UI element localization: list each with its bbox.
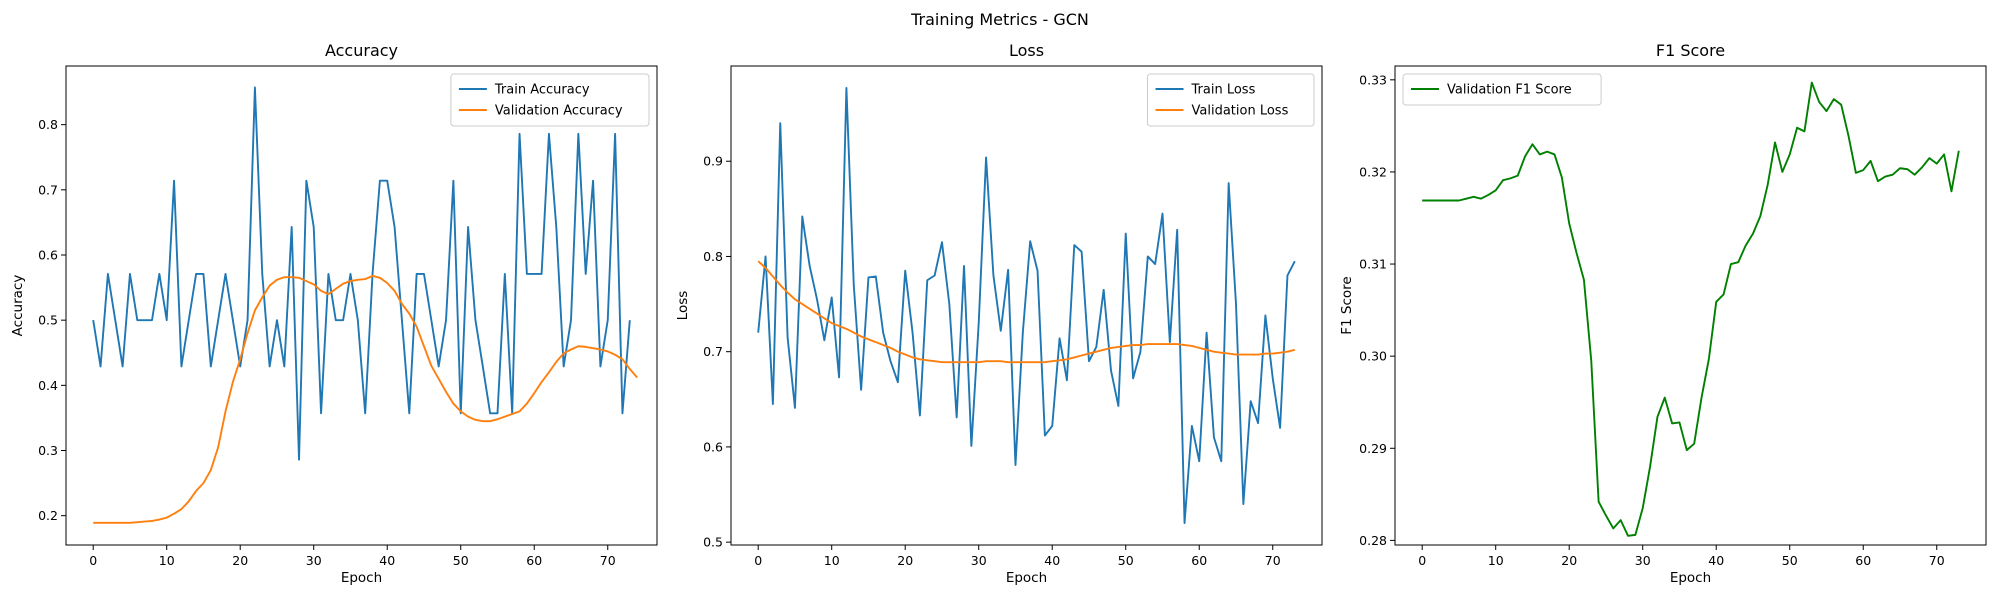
legend-entry: Validation Loss <box>1192 104 1289 119</box>
panel-title: Accuracy <box>325 41 398 60</box>
x-tick-label: 70 <box>600 553 616 568</box>
y-axis-label: Loss <box>675 291 691 321</box>
x-tick-label: 60 <box>526 553 542 568</box>
x-tick-label: 20 <box>897 553 913 568</box>
y-tick-label: 0.2 <box>38 508 58 523</box>
x-tick-label: 30 <box>971 553 987 568</box>
x-tick-label: 70 <box>1265 553 1281 568</box>
y-tick-label: 0.9 <box>703 154 723 169</box>
x-tick-label: 30 <box>306 553 322 568</box>
series-line-validation-loss <box>757 260 1296 364</box>
x-tick-label: 60 <box>1191 553 1207 568</box>
x-axis-label: Epoch <box>341 570 382 586</box>
legend-entry: Validation F1 Score <box>1447 83 1572 98</box>
y-tick-label: 0.7 <box>38 182 58 197</box>
y-tick-label: 0.6 <box>38 247 58 262</box>
x-tick-label: 10 <box>1488 553 1504 568</box>
panel-title: Loss <box>1009 41 1044 60</box>
x-tick-label: 40 <box>379 553 395 568</box>
y-tick-label: 0.5 <box>38 313 58 328</box>
x-tick-label: 10 <box>824 553 840 568</box>
x-tick-label: 40 <box>1708 553 1724 568</box>
x-tick-label: 0 <box>754 553 762 568</box>
series-line-train-accuracy <box>92 86 631 461</box>
legend-entry: Train Loss <box>1191 83 1256 98</box>
legend-box <box>1147 73 1315 127</box>
figure-suptitle: Training Metrics - GCN <box>910 10 1089 29</box>
panel-0: Accuracy 0 10 20 30 40 50 60 70 0.2 0.3 0.4 0.5 0.6 0.… <box>10 41 658 586</box>
x-tick-label: 0 <box>1418 553 1426 568</box>
panel-title: F1 Score <box>1656 41 1725 60</box>
y-tick-label: 0.30 <box>1359 349 1387 364</box>
y-tick-label: 0.7 <box>703 344 723 359</box>
y-tick-label: 0.8 <box>38 117 58 132</box>
axes-frame <box>65 65 658 546</box>
legend-box <box>1402 73 1602 106</box>
legend: Train Accuracy Validation Accuracy <box>450 73 650 127</box>
y-tick-label: 0.4 <box>38 378 58 393</box>
x-tick-label: 20 <box>1561 553 1577 568</box>
axes-frame <box>1394 65 1987 546</box>
y-tick-label: 0.31 <box>1359 257 1387 272</box>
y-tick-label: 0.29 <box>1359 441 1387 456</box>
panel-1: Loss 0 10 20 30 40 50 60 70 0.5 0.6 0.7 0.8 0.9 Epoch L… <box>675 41 1323 586</box>
x-axis-label: Epoch <box>1670 570 1711 586</box>
x-tick-label: 20 <box>232 553 248 568</box>
y-tick-label: 0.8 <box>703 249 723 264</box>
x-tick-label: 40 <box>1044 553 1060 568</box>
y-tick-label: 0.32 <box>1359 164 1387 179</box>
x-axis-label: Epoch <box>1006 570 1047 586</box>
legend-box <box>450 73 650 127</box>
y-tick-label: 0.33 <box>1359 72 1387 87</box>
panel-2: F1 Score 0 10 20 30 40 50 60 70 0.28 0.29 0.30 0.31 0… <box>1339 41 1987 586</box>
legend: Train Loss Validation Loss <box>1147 73 1315 127</box>
legend-entry: Validation Accuracy <box>495 104 623 119</box>
y-tick-label: 0.6 <box>703 439 723 454</box>
x-tick-label: 60 <box>1855 553 1871 568</box>
x-tick-label: 50 <box>453 553 469 568</box>
y-tick-label: 0.5 <box>703 535 723 550</box>
y-tick-label: 0.3 <box>38 443 58 458</box>
x-tick-label: 10 <box>159 553 175 568</box>
legend: Validation F1 Score <box>1402 73 1602 106</box>
x-tick-label: 50 <box>1118 553 1134 568</box>
x-tick-label: 0 <box>89 553 97 568</box>
x-tick-label: 70 <box>1929 553 1945 568</box>
series-line-train-loss <box>757 86 1296 525</box>
y-axis-label: Accuracy <box>10 275 26 337</box>
legend-entry: Train Accuracy <box>494 83 590 98</box>
series-line-validation-accuracy <box>93 274 638 524</box>
series-line-validation-f1-score <box>1422 81 1960 537</box>
x-tick-label: 30 <box>1635 553 1651 568</box>
axes-frame <box>730 65 1323 546</box>
y-tick-label: 0.28 <box>1359 533 1387 548</box>
x-tick-label: 50 <box>1782 553 1798 568</box>
y-axis-label: F1 Score <box>1339 276 1355 334</box>
